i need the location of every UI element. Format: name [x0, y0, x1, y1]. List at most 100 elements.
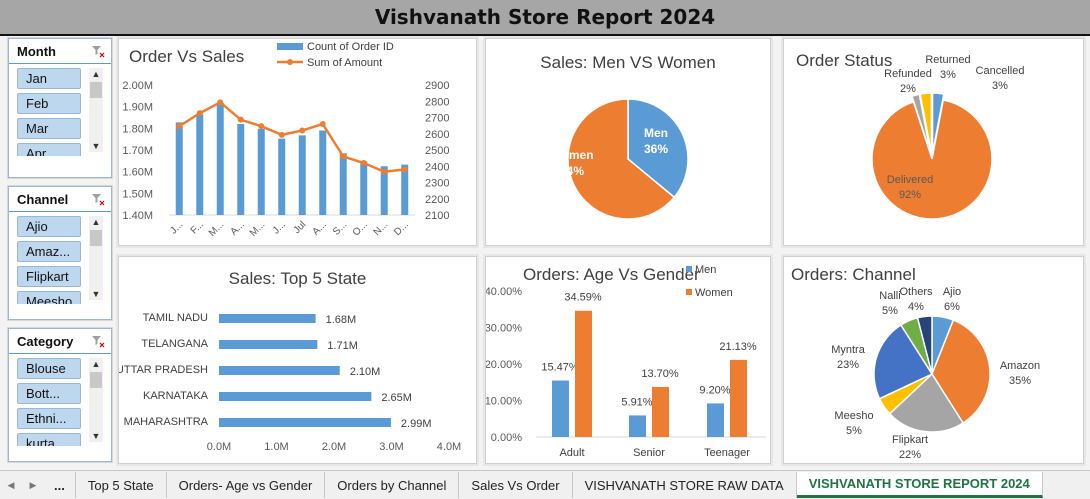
sales-amount-point[interactable]	[258, 123, 265, 130]
slicer-item-category[interactable]: Ethni...	[17, 408, 81, 429]
sheet-tab[interactable]: VISHVANATH STORE RAW DATA	[573, 472, 797, 498]
clear-filter-icon[interactable]	[91, 192, 105, 206]
slicer-item-month[interactable]: Jan	[17, 68, 81, 89]
pie-slice-delivered[interactable]	[871, 99, 993, 220]
channel-slicer-items: Ajio Amaz... Flipkart Meesho ▲ ▼	[9, 212, 111, 304]
y-left-tick-label: 1.70M	[122, 145, 153, 157]
slicer-item-category[interactable]: kurta	[17, 433, 81, 446]
clear-filter-icon[interactable]	[91, 334, 105, 348]
value-label: 2.99M	[401, 418, 432, 430]
scroll-thumb[interactable]	[90, 372, 102, 388]
slicer-item-month[interactable]: Mar	[17, 118, 81, 139]
bar-women[interactable]	[575, 310, 592, 437]
top5-state-chart[interactable]: Sales: Top 5 State TAMIL NADU 1.68M TELANG…	[118, 256, 477, 464]
bar-women[interactable]	[730, 359, 747, 437]
pie-slice-others[interactable]	[916, 315, 933, 375]
order-count-bar[interactable]	[319, 130, 327, 216]
slicer-item-channel[interactable]: Flipkart	[17, 266, 81, 287]
sales-amount-line[interactable]	[178, 100, 405, 173]
sheet-tab[interactable]: Top 5 State	[76, 472, 167, 498]
tab-scroll-left-icon[interactable]: ◀	[7, 479, 15, 490]
age-gender-plot: 40.00% 30.00% 20.00% 10.00% 0.00% 15.47% 34.59…	[486, 264, 766, 459]
state-sales-bar[interactable]	[219, 340, 318, 349]
y-right-tick-label: 2800	[425, 96, 449, 108]
scroll-up-icon[interactable]: ▲	[91, 69, 101, 79]
slicer-item-category[interactable]: Bott...	[17, 383, 81, 404]
x-tick-label: S...	[331, 219, 349, 237]
state-sales-bar[interactable]	[219, 366, 340, 375]
order-status-chart[interactable]: Order Status Delivered 92% Refunded 2% Retur…	[783, 38, 1084, 246]
bar-women[interactable]	[652, 386, 669, 437]
state-sales-bar[interactable]	[219, 314, 316, 323]
scroll-up-icon[interactable]: ▲	[91, 359, 101, 369]
sales-amount-point[interactable]	[196, 110, 203, 117]
pie-slice-amazon[interactable]	[931, 319, 991, 425]
tab-more[interactable]: ...	[44, 472, 76, 498]
order-count-bar[interactable]	[401, 164, 409, 215]
x-tick-label: N...	[372, 219, 391, 238]
order-count-bar[interactable]	[298, 135, 306, 215]
order-count-bar[interactable]	[257, 128, 265, 215]
orders-age-gender-chart[interactable]: Orders: Age Vs Gender 40.00% 30.00% 20.00%…	[485, 256, 771, 464]
order-count-bar[interactable]	[380, 166, 388, 215]
pie-slice-myntra[interactable]	[873, 323, 934, 400]
scroll-thumb[interactable]	[90, 82, 102, 98]
sales-amount-point[interactable]	[360, 160, 367, 166]
legend-marker-amount	[287, 59, 293, 65]
slicer-scrollbar[interactable]: ▲ ▼	[89, 216, 103, 300]
pie-slice-returned[interactable]	[919, 92, 933, 154]
order-count-bar[interactable]	[278, 138, 286, 215]
sales-amount-point[interactable]	[319, 121, 326, 127]
state-sales-bar[interactable]	[219, 392, 372, 401]
sales-amount-point[interactable]	[176, 123, 183, 130]
sheet-tab-bar: ◀ ▶ ... Top 5 State Orders- Age vs Gender…	[0, 470, 1090, 499]
sales-amount-point[interactable]	[401, 166, 408, 173]
clear-filter-icon[interactable]	[91, 44, 105, 58]
sales-amount-point[interactable]	[237, 116, 244, 123]
slicer-item-category[interactable]: Blouse	[17, 358, 81, 379]
slicer-item-channel[interactable]: Amaz...	[17, 241, 81, 262]
bar-men[interactable]	[707, 403, 724, 437]
x-tick-label: M...	[248, 219, 268, 239]
category-label: TAMIL NADU	[143, 312, 208, 324]
tab-scroll-right-icon[interactable]: ▶	[29, 479, 37, 490]
sheet-tab[interactable]: Orders- Age vs Gender	[167, 472, 326, 498]
y-tick-label: 10.00%	[486, 396, 522, 408]
pie-slice-flipkart[interactable]	[888, 372, 965, 433]
sales-men-women-chart[interactable]: Sales: Men VS Women Men 36% Women 64%	[485, 38, 771, 246]
sheet-tab[interactable]: Sales Vs Order	[459, 472, 573, 498]
orders-channel-chart[interactable]: Orders: Channel Ajio 6% Amazon 35% Flipkart 2…	[783, 256, 1084, 464]
slicer-scrollbar[interactable]: ▲ ▼	[89, 68, 103, 152]
state-sales-bar[interactable]	[219, 418, 391, 427]
slicer-item-channel[interactable]: Ajio	[17, 216, 81, 237]
scroll-down-icon[interactable]: ▼	[91, 431, 101, 441]
slicer-item-month[interactable]: Apr	[17, 143, 81, 156]
order-count-bar[interactable]	[175, 122, 183, 215]
order-count-bar[interactable]	[216, 102, 224, 215]
x-tick-label: F...	[189, 219, 206, 236]
slicer-scrollbar[interactable]: ▲ ▼	[89, 358, 103, 442]
slicer-item-month[interactable]: Feb	[17, 93, 81, 114]
order-count-bar[interactable]	[237, 124, 245, 215]
sales-amount-point[interactable]	[340, 153, 347, 160]
order-count-bar[interactable]	[196, 114, 204, 215]
scroll-down-icon[interactable]: ▼	[91, 141, 101, 151]
sales-amount-point[interactable]	[299, 127, 306, 134]
pie-slice-women[interactable]	[567, 98, 676, 220]
order-count-bar[interactable]	[360, 161, 368, 215]
sheet-tab[interactable]: VISHVANATH STORE REPORT 2024	[796, 472, 1043, 498]
bar-men[interactable]	[629, 415, 646, 437]
scroll-down-icon[interactable]: ▼	[91, 289, 101, 299]
bar-men[interactable]	[552, 380, 569, 437]
sales-amount-point[interactable]	[381, 168, 388, 175]
slicer-item-channel[interactable]: Meesho	[17, 291, 81, 304]
sheet-tab[interactable]: Orders by Channel	[325, 472, 460, 498]
order-vs-sales-chart[interactable]: Order Vs Sales 2.00M 1.90M 1.80M 1.70M 1.60M…	[118, 38, 477, 246]
pie-slice-refunded[interactable]	[911, 93, 932, 154]
sales-amount-point[interactable]	[217, 99, 224, 106]
sales-amount-point[interactable]	[278, 131, 285, 138]
scroll-thumb[interactable]	[90, 230, 102, 246]
scroll-up-icon[interactable]: ▲	[91, 217, 101, 227]
order-count-bar[interactable]	[339, 153, 347, 215]
pie-slice-men[interactable]	[627, 98, 689, 199]
